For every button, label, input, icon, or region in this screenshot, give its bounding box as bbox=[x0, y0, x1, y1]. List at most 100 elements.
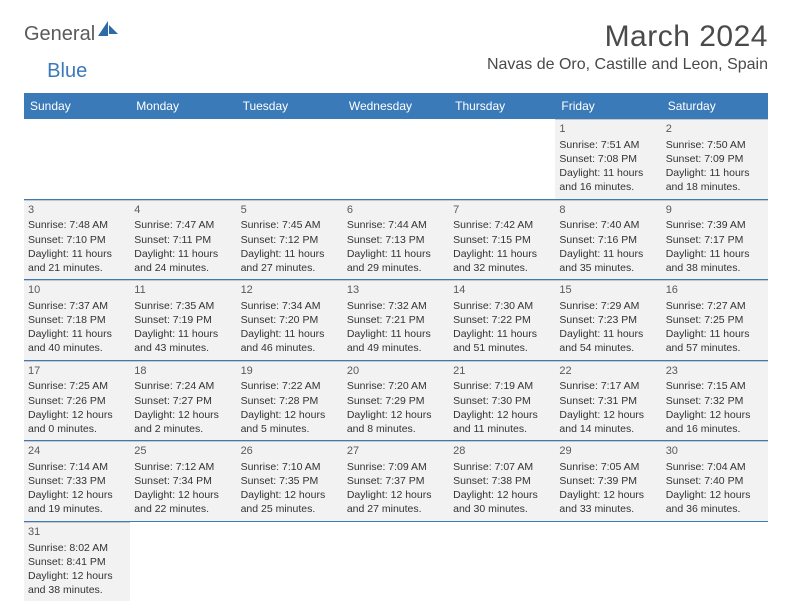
calendar-cell: 12Sunrise: 7:34 AMSunset: 7:20 PMDayligh… bbox=[237, 280, 343, 360]
sunset-line: Sunset: 7:40 PM bbox=[666, 474, 764, 488]
daylight-line: and 0 minutes. bbox=[28, 422, 126, 436]
daylight-line: and 54 minutes. bbox=[559, 341, 657, 355]
sunrise-line: Sunrise: 7:42 AM bbox=[453, 218, 551, 232]
daylight-line: and 27 minutes. bbox=[347, 502, 445, 516]
day-header-tue: Tuesday bbox=[237, 93, 343, 119]
day-number: 16 bbox=[666, 283, 764, 298]
sunrise-line: Sunrise: 7:07 AM bbox=[453, 460, 551, 474]
calendar-week: 10Sunrise: 7:37 AMSunset: 7:18 PMDayligh… bbox=[24, 280, 768, 361]
day-number: 23 bbox=[666, 364, 764, 379]
daylight-line: Daylight: 12 hours bbox=[28, 569, 126, 583]
day-number: 11 bbox=[134, 283, 232, 298]
calendar-cell-empty bbox=[237, 522, 343, 602]
day-number: 4 bbox=[134, 203, 232, 218]
daylight-line: Daylight: 12 hours bbox=[347, 408, 445, 422]
daylight-line: and 19 minutes. bbox=[28, 502, 126, 516]
day-number: 1 bbox=[559, 122, 657, 137]
sunrise-line: Sunrise: 7:09 AM bbox=[347, 460, 445, 474]
sunset-line: Sunset: 7:15 PM bbox=[453, 233, 551, 247]
daylight-line: and 18 minutes. bbox=[666, 180, 764, 194]
daylight-line: Daylight: 12 hours bbox=[28, 408, 126, 422]
title-block: March 2024 Navas de Oro, Castille and Le… bbox=[487, 20, 768, 74]
calendar-cell: 3Sunrise: 7:48 AMSunset: 7:10 PMDaylight… bbox=[24, 200, 130, 280]
sunset-line: Sunset: 7:22 PM bbox=[453, 313, 551, 327]
sunset-line: Sunset: 7:28 PM bbox=[241, 394, 339, 408]
day-number: 17 bbox=[28, 364, 126, 379]
day-number: 19 bbox=[241, 364, 339, 379]
day-header-wed: Wednesday bbox=[343, 93, 449, 119]
sunset-line: Sunset: 7:09 PM bbox=[666, 152, 764, 166]
sunrise-line: Sunrise: 7:50 AM bbox=[666, 138, 764, 152]
calendar-cell: 28Sunrise: 7:07 AMSunset: 7:38 PMDayligh… bbox=[449, 441, 555, 521]
daylight-line: and 8 minutes. bbox=[347, 422, 445, 436]
daylight-line: Daylight: 12 hours bbox=[134, 408, 232, 422]
sunset-line: Sunset: 7:29 PM bbox=[347, 394, 445, 408]
sunset-line: Sunset: 8:41 PM bbox=[28, 555, 126, 569]
sunrise-line: Sunrise: 8:02 AM bbox=[28, 541, 126, 555]
calendar-cell: 18Sunrise: 7:24 AMSunset: 7:27 PMDayligh… bbox=[130, 361, 236, 441]
daylight-line: and 22 minutes. bbox=[134, 502, 232, 516]
day-number: 10 bbox=[28, 283, 126, 298]
sunset-line: Sunset: 7:33 PM bbox=[28, 474, 126, 488]
calendar-cell: 11Sunrise: 7:35 AMSunset: 7:19 PMDayligh… bbox=[130, 280, 236, 360]
calendar-week: 1Sunrise: 7:51 AMSunset: 7:08 PMDaylight… bbox=[24, 119, 768, 200]
calendar-cell-empty bbox=[343, 522, 449, 602]
calendar-cell: 23Sunrise: 7:15 AMSunset: 7:32 PMDayligh… bbox=[662, 361, 768, 441]
sunrise-line: Sunrise: 7:05 AM bbox=[559, 460, 657, 474]
calendar-cell-empty bbox=[449, 522, 555, 602]
sunset-line: Sunset: 7:35 PM bbox=[241, 474, 339, 488]
daylight-line: and 40 minutes. bbox=[28, 341, 126, 355]
day-number: 25 bbox=[134, 444, 232, 459]
sunset-line: Sunset: 7:10 PM bbox=[28, 233, 126, 247]
daylight-line: and 32 minutes. bbox=[453, 261, 551, 275]
daylight-line: and 27 minutes. bbox=[241, 261, 339, 275]
daylight-line: Daylight: 12 hours bbox=[134, 488, 232, 502]
calendar-cell: 29Sunrise: 7:05 AMSunset: 7:39 PMDayligh… bbox=[555, 441, 661, 521]
daylight-line: and 16 minutes. bbox=[559, 180, 657, 194]
daylight-line: Daylight: 11 hours bbox=[559, 166, 657, 180]
daylight-line: Daylight: 11 hours bbox=[134, 327, 232, 341]
daylight-line: Daylight: 11 hours bbox=[559, 327, 657, 341]
brand-part2: Blue bbox=[47, 60, 87, 82]
sunrise-line: Sunrise: 7:17 AM bbox=[559, 379, 657, 393]
calendar-grid: Sunday Monday Tuesday Wednesday Thursday… bbox=[24, 93, 768, 601]
daylight-line: Daylight: 12 hours bbox=[666, 488, 764, 502]
daylight-line: Daylight: 11 hours bbox=[453, 247, 551, 261]
sunset-line: Sunset: 7:18 PM bbox=[28, 313, 126, 327]
day-header-fri: Friday bbox=[555, 93, 661, 119]
sunset-line: Sunset: 7:26 PM bbox=[28, 394, 126, 408]
daylight-line: and 21 minutes. bbox=[28, 261, 126, 275]
day-number: 29 bbox=[559, 444, 657, 459]
sunset-line: Sunset: 7:27 PM bbox=[134, 394, 232, 408]
day-header-thu: Thursday bbox=[449, 93, 555, 119]
daylight-line: and 43 minutes. bbox=[134, 341, 232, 355]
calendar-cell: 16Sunrise: 7:27 AMSunset: 7:25 PMDayligh… bbox=[662, 280, 768, 360]
sunset-line: Sunset: 7:30 PM bbox=[453, 394, 551, 408]
daylight-line: and 57 minutes. bbox=[666, 341, 764, 355]
calendar-cell: 4Sunrise: 7:47 AMSunset: 7:11 PMDaylight… bbox=[130, 200, 236, 280]
calendar-cell: 30Sunrise: 7:04 AMSunset: 7:40 PMDayligh… bbox=[662, 441, 768, 521]
sunrise-line: Sunrise: 7:48 AM bbox=[28, 218, 126, 232]
calendar-cell: 5Sunrise: 7:45 AMSunset: 7:12 PMDaylight… bbox=[237, 200, 343, 280]
daylight-line: and 2 minutes. bbox=[134, 422, 232, 436]
day-headers-row: Sunday Monday Tuesday Wednesday Thursday… bbox=[24, 93, 768, 119]
location-subtitle: Navas de Oro, Castille and Leon, Spain bbox=[487, 56, 768, 74]
daylight-line: and 14 minutes. bbox=[559, 422, 657, 436]
daylight-line: Daylight: 11 hours bbox=[453, 327, 551, 341]
daylight-line: and 38 minutes. bbox=[666, 261, 764, 275]
daylight-line: and 51 minutes. bbox=[453, 341, 551, 355]
daylight-line: and 11 minutes. bbox=[453, 422, 551, 436]
day-number: 7 bbox=[453, 203, 551, 218]
calendar-cell-empty bbox=[449, 119, 555, 199]
calendar-week: 24Sunrise: 7:14 AMSunset: 7:33 PMDayligh… bbox=[24, 441, 768, 522]
calendar-week: 31Sunrise: 8:02 AMSunset: 8:41 PMDayligh… bbox=[24, 522, 768, 602]
sunrise-line: Sunrise: 7:22 AM bbox=[241, 379, 339, 393]
day-number: 13 bbox=[347, 283, 445, 298]
day-number: 26 bbox=[241, 444, 339, 459]
day-number: 6 bbox=[347, 203, 445, 218]
day-number: 31 bbox=[28, 525, 126, 540]
sunrise-line: Sunrise: 7:19 AM bbox=[453, 379, 551, 393]
calendar-cell: 8Sunrise: 7:40 AMSunset: 7:16 PMDaylight… bbox=[555, 200, 661, 280]
day-number: 5 bbox=[241, 203, 339, 218]
day-number: 30 bbox=[666, 444, 764, 459]
